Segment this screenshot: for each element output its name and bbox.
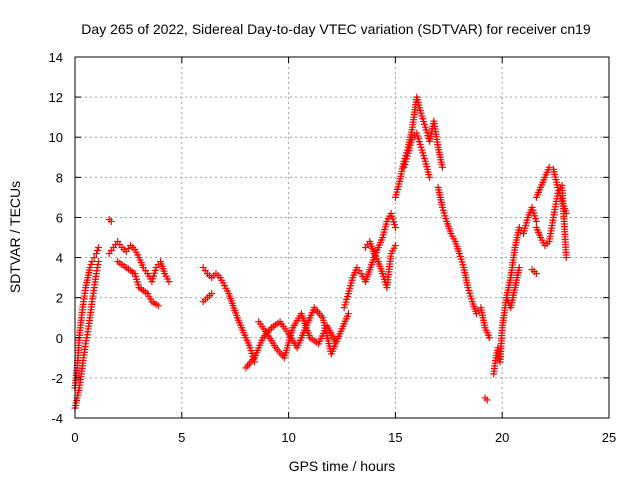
data-point — [545, 163, 553, 171]
plot-frame — [74, 56, 610, 419]
data-point — [94, 258, 102, 266]
data-point — [391, 223, 399, 231]
y-tick-label: 8 — [56, 170, 63, 185]
chart-title: Day 265 of 2022, Sidereal Day-to-day VTE… — [81, 21, 591, 37]
data-point — [485, 334, 493, 342]
data-point — [515, 264, 523, 272]
y-tick-label: 2 — [56, 291, 63, 306]
x-tick-label: 25 — [602, 430, 616, 445]
data-point — [532, 270, 540, 278]
y-axis-label: SDTVAR / TECUs — [7, 181, 23, 293]
y-tick-label: 12 — [49, 90, 63, 105]
data-point — [92, 250, 100, 258]
x-tick-label: 0 — [71, 430, 78, 445]
y-tick-label: 0 — [56, 331, 63, 346]
y-tick-label: 10 — [49, 130, 63, 145]
data-point — [90, 254, 98, 262]
data-point — [426, 173, 434, 181]
x-tick-label: 20 — [495, 430, 509, 445]
data-points — [71, 93, 570, 412]
y-tick-label: -4 — [51, 411, 63, 426]
y-tick-label: -2 — [51, 371, 63, 386]
data-point — [344, 310, 352, 318]
data-point — [86, 264, 94, 272]
data-point — [391, 242, 399, 250]
data-point — [532, 217, 540, 225]
data-point — [483, 396, 491, 404]
x-axis-label: GPS time / hours — [289, 458, 396, 474]
axis-ticks: 0 5 10 15 20 25 -4 -2 0 2 4 6 8 10 12 14 — [49, 50, 617, 445]
data-point — [154, 302, 162, 310]
y-tick-label: 4 — [56, 251, 63, 266]
y-tick-label: 14 — [49, 50, 63, 65]
data-point — [208, 290, 216, 298]
data-point — [94, 244, 102, 252]
x-tick-label: 10 — [281, 430, 295, 445]
x-tick-label: 5 — [178, 430, 185, 445]
data-point — [438, 163, 446, 171]
x-tick-label: 15 — [388, 430, 402, 445]
data-point — [107, 217, 115, 225]
data-point — [87, 261, 95, 269]
data-point — [88, 258, 96, 266]
data-point — [165, 278, 173, 286]
data-point — [93, 247, 101, 255]
y-tick-label: 6 — [56, 210, 63, 225]
data-point — [562, 254, 570, 262]
data-point — [332, 338, 340, 346]
grid — [75, 57, 609, 418]
